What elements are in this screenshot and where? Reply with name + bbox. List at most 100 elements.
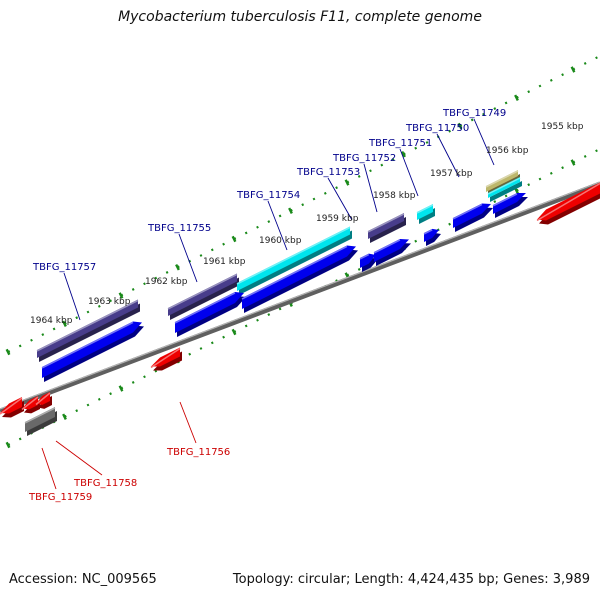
- gene-gray-11758-body: [25, 407, 55, 432]
- leader-line: [363, 163, 378, 213]
- upper-tick-line-major: [118, 292, 124, 299]
- kbp-label: 1963 kbp: [88, 297, 131, 307]
- gene-blue-11751-highlight: [423, 229, 433, 235]
- backbone-line: [0, 181, 600, 414]
- gene-features: [0, 170, 600, 436]
- gene-blue-11757-highlight: [41, 321, 134, 369]
- gene-blue-11755: [174, 292, 246, 337]
- gene-slate-1962-highlight: [167, 273, 238, 310]
- upper-tick-line-minor: [7, 56, 599, 353]
- gene-cyan-1957-body: [417, 204, 433, 220]
- gene-label-forward: TBFG_11750: [405, 123, 469, 134]
- gene-slate-1964: [36, 299, 140, 362]
- gene-blue-11750-body: [453, 203, 491, 228]
- gene-blue-11749: [492, 193, 528, 218]
- lower-tick-line-major: [231, 328, 237, 336]
- gene-cyan-1960: [236, 226, 352, 295]
- gene-cyan-1955-highlight: [487, 177, 521, 195]
- upper-tick-line-major: [5, 348, 11, 356]
- upper-tick-line-major: [457, 122, 463, 130]
- gene-red-edge: [0, 397, 24, 418]
- gene-slate-1958-highlight: [367, 213, 405, 233]
- gene-slate-1964-body: [37, 299, 138, 358]
- leader-line: [399, 148, 419, 197]
- gene-red-small-highlight: [35, 392, 51, 406]
- gene-red-small: [35, 392, 52, 409]
- gene-blue-11751: [423, 228, 441, 246]
- gene-cyan-1955: [487, 177, 522, 202]
- gene-blue-11757-shadow: [44, 325, 144, 382]
- gene-blue-11752-shadow: [376, 243, 411, 266]
- gene-red-11759: [21, 396, 40, 414]
- gene-blue-11752-highlight: [373, 239, 401, 254]
- gene-blue-11750: [452, 203, 493, 232]
- map-title: Mycobacterium tuberculosis F11, complete…: [118, 9, 482, 25]
- gene-blue-11757: [41, 321, 144, 382]
- gene-cyan-1957-highlight: [416, 204, 434, 214]
- kbp-label: 1958 kbp: [373, 191, 416, 201]
- gene-blue-11754: [241, 245, 358, 313]
- labels: 1955 kbp 1956 kbp 1957 kbp 1958 kbp 1959 kbp…: [28, 108, 584, 503]
- gene-slate-1958: [367, 213, 406, 243]
- upper-tick-line-major: [514, 94, 519, 101]
- kbp-label: 1960 kbp: [259, 236, 302, 246]
- upper-tick-line-major: [231, 235, 237, 243]
- gene-blue-11749-shadow: [495, 197, 528, 218]
- gene-blue-11755-highlight: [174, 292, 236, 324]
- gene-cyan-1960-highlight: [236, 226, 351, 285]
- gene-red-11756-body: [151, 347, 180, 367]
- gene-label-forward: TBFG_11754: [236, 190, 300, 201]
- backbone-highlight: [0, 181, 600, 410]
- gene-slate-1962-body: [168, 273, 237, 316]
- kbp-label: 1955 kbp: [541, 122, 584, 132]
- gene-blue-11755-body: [175, 292, 244, 333]
- upper-tick-line-major: [344, 179, 350, 186]
- gene-blue-11752-body: [374, 239, 409, 262]
- gene-blue-11755-shadow: [177, 296, 246, 337]
- upper-tick-line-major: [288, 207, 293, 214]
- gene-label-forward: TBFG_11751: [368, 138, 432, 149]
- kbp-label: 1961 kbp: [203, 257, 246, 267]
- gene-gray-11758-highlight: [24, 407, 56, 424]
- genome-summary-text: Topology: circular; Length: 4,424,435 bp…: [232, 572, 590, 587]
- backbone: [0, 181, 600, 414]
- lower-tick-line-major: [118, 385, 124, 392]
- gene-cyan-1960-body: [237, 226, 350, 291]
- leader-line: [267, 200, 288, 251]
- gene-blue-11750-highlight: [452, 203, 483, 220]
- upper-tick-line-major: [62, 320, 67, 327]
- gene-slate-1964-highlight: [36, 299, 139, 352]
- leader-line: [327, 177, 353, 221]
- upper-tick-line-major: [175, 264, 180, 271]
- gene-label-reverse: TBFG_11759: [28, 492, 92, 503]
- gene-blue-11749-body: [493, 193, 526, 214]
- lower-tick-line-major: [62, 413, 67, 420]
- gene-label-reverse: TBFG_11756: [166, 447, 230, 458]
- label-leaders: [41, 118, 495, 490]
- gene-red-11756: [150, 347, 182, 371]
- gene-slate-1962: [167, 273, 239, 320]
- gene-slate-1958-body: [368, 213, 404, 239]
- accession-text: Accession: NC_009565: [9, 572, 157, 587]
- upper-tick-line-major: [401, 151, 406, 158]
- gene-red-11759-highlight: [21, 396, 39, 411]
- lower-tick-line-major: [570, 159, 576, 166]
- gene-label-forward: TBFG_11749: [442, 108, 506, 119]
- gene-khaki-1955-highlight: [485, 170, 519, 188]
- gene-label-forward: TBFG_11752: [332, 153, 396, 164]
- leader-line: [41, 447, 57, 490]
- kbp-label: 1956 kbp: [486, 146, 529, 156]
- gene-cyan-1957: [416, 204, 435, 224]
- kbp-label: 1957 kbp: [430, 169, 473, 179]
- gene-blue-11754-body: [242, 245, 356, 309]
- leader-line: [63, 272, 81, 321]
- upper-tick-line-major: [570, 66, 576, 73]
- gene-blue-11754-shadow: [244, 249, 358, 313]
- gene-blue-11752: [373, 239, 411, 266]
- gene-blue-11754-highlight: [241, 245, 348, 300]
- gene-red-11756-highlight: [150, 347, 181, 369]
- leader-line: [436, 133, 460, 178]
- gene-blue-11749-highlight: [492, 193, 518, 207]
- leader-line: [179, 401, 197, 444]
- gene-label-forward: TBFG_11755: [147, 223, 211, 234]
